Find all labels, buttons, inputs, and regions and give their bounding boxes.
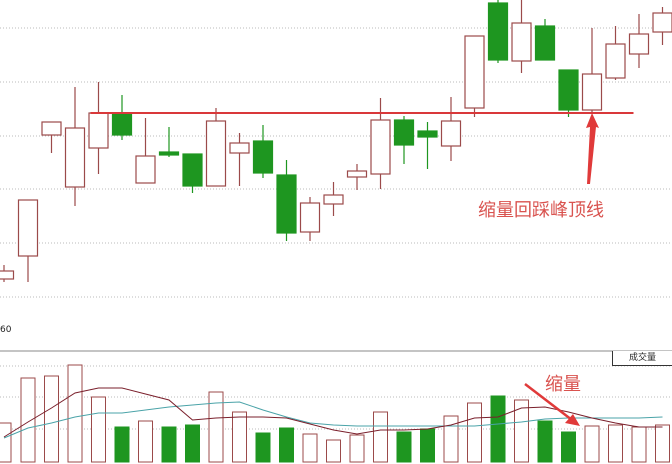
volume-bar <box>373 411 388 463</box>
volume-bar <box>0 422 12 463</box>
candle <box>41 121 62 153</box>
candle-body <box>205 120 227 187</box>
volume-ma-long-line <box>3 401 663 439</box>
candle <box>158 127 180 157</box>
candle <box>417 122 438 169</box>
volume-bar <box>326 439 341 463</box>
candle <box>558 69 579 117</box>
candle <box>511 0 532 73</box>
volume-bar <box>608 424 623 463</box>
arrow-to-support <box>586 113 599 184</box>
candle-body <box>88 112 109 149</box>
volume-ma-short-line <box>3 387 663 438</box>
grid-lines <box>0 27 672 430</box>
candle-body <box>417 130 438 138</box>
volume-bar <box>91 396 106 463</box>
volume-bar <box>232 411 247 463</box>
candle-body <box>182 153 203 187</box>
volume-bar <box>420 428 435 463</box>
candle <box>346 164 368 190</box>
candle <box>276 160 297 241</box>
volume-indicator-tab[interactable]: 成交量 <box>612 351 672 366</box>
volume-bar <box>208 391 224 463</box>
support-annotation: 缩量回踩峰顶线 <box>478 200 604 221</box>
candle-body <box>276 174 297 234</box>
candle-body <box>111 113 133 136</box>
candle-body <box>370 119 391 175</box>
candle-body <box>440 120 462 147</box>
candle <box>182 153 203 193</box>
candle <box>487 0 509 63</box>
candle <box>88 82 109 174</box>
candle <box>135 118 156 184</box>
candle <box>111 95 133 140</box>
candle <box>229 133 250 186</box>
volume-bar <box>490 395 506 463</box>
axis-label-fragment: 60 <box>0 325 12 335</box>
candle <box>64 87 86 206</box>
candle-body <box>323 194 344 205</box>
candle-body <box>464 35 485 109</box>
volume-panel <box>0 364 670 463</box>
candle <box>652 7 672 45</box>
candle-body <box>158 151 180 156</box>
candle <box>605 26 626 80</box>
candle <box>299 197 321 241</box>
candle-body <box>652 12 672 33</box>
volume-bar <box>443 415 459 463</box>
candle-body <box>64 127 86 188</box>
volume-annotation: 缩量 <box>545 374 581 395</box>
candle <box>464 35 485 117</box>
candle <box>440 97 462 161</box>
volume-bar <box>138 420 153 463</box>
candle <box>370 98 391 189</box>
volume-bar <box>396 431 412 463</box>
volume-bar <box>255 432 271 463</box>
candle <box>0 265 15 282</box>
candle-body <box>581 73 603 111</box>
candle <box>17 199 39 282</box>
candlestick-panel <box>0 0 672 282</box>
candle-body <box>0 270 15 280</box>
candle <box>323 182 344 216</box>
candle <box>628 14 650 68</box>
candle-body <box>605 43 626 79</box>
candle <box>252 125 274 178</box>
candle <box>534 19 556 61</box>
volume-bar <box>655 424 670 463</box>
arrow-to-volume <box>524 383 580 426</box>
volume-bar <box>302 433 318 463</box>
candle-body <box>17 199 39 257</box>
candle <box>581 28 603 112</box>
candle-body <box>41 121 62 136</box>
candle-body <box>229 142 250 154</box>
candle-body <box>487 2 509 61</box>
candle-body <box>558 69 579 111</box>
volume-bar <box>185 424 200 463</box>
volume-bar <box>161 426 177 463</box>
volume-bar <box>514 399 529 463</box>
candle <box>205 108 227 187</box>
candle <box>393 116 415 164</box>
volume-bar <box>467 402 482 463</box>
volume-bar <box>20 377 36 463</box>
volume-bar <box>631 426 647 463</box>
candle-body <box>346 170 368 178</box>
volume-bar <box>584 425 600 463</box>
candle-body <box>511 22 532 62</box>
candle-body <box>393 119 415 146</box>
candle-body <box>135 155 156 184</box>
volume-bar <box>349 434 365 463</box>
candle-body <box>534 25 556 61</box>
volume-bar <box>561 431 576 463</box>
volume-bar <box>114 426 130 463</box>
volume-bar <box>279 427 294 463</box>
candle-body <box>299 202 321 233</box>
candle-body <box>252 140 274 174</box>
candle-body <box>628 33 650 55</box>
volume-bar <box>537 420 553 463</box>
volume-bar <box>67 364 83 463</box>
volume-bar <box>44 375 59 463</box>
